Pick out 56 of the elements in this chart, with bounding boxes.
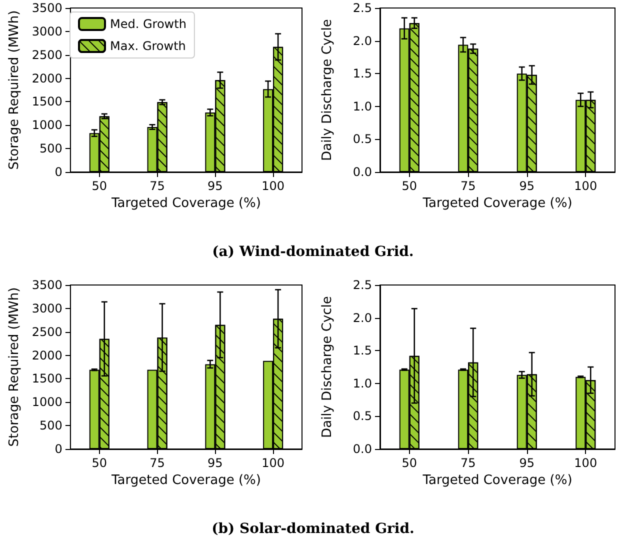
y-tick-label: 1.0	[352, 99, 372, 114]
y-tick-label: 2000	[32, 348, 62, 362]
y-axis-title: Storage Required (MWh)	[7, 10, 22, 170]
x-tick-label: 100	[262, 456, 285, 470]
y-tick-label: 1.0	[352, 376, 372, 390]
x-tick-label: 75	[150, 456, 165, 470]
legend-label: Med. Growth	[110, 17, 186, 31]
x-tick-label: 100	[262, 179, 285, 193]
legend-label: Max. Growth	[110, 39, 186, 53]
y-tick-label: 1.5	[352, 66, 372, 81]
y-axis-title: Storage Required (MWh)	[7, 287, 22, 447]
x-axis-title: Targeted Coverage (%)	[110, 196, 261, 211]
y-tick-label: 3000	[32, 301, 62, 316]
text: (b) Solar-dominated Grid.	[210, 521, 416, 537]
y-tick-label: 1500	[32, 372, 62, 386]
y-tick-label: 1.5	[352, 344, 372, 358]
x-tick-label: 50	[92, 456, 108, 470]
text: (a) Wind-dominated Grid.	[211, 244, 415, 260]
x-tick-label: 75	[460, 179, 476, 193]
y-tick-label: 3500	[32, 1, 62, 15]
x-tick-label: 95	[519, 179, 535, 193]
y-tick-label: 2.5	[352, 278, 372, 292]
y-tick-label: 2.5	[352, 1, 372, 15]
y-tick-label: 3000	[32, 24, 62, 38]
y-tick-label: 500	[40, 142, 62, 156]
y-axis-title: Daily Discharge Cycle	[320, 19, 335, 161]
y-tick-label: 0.5	[352, 132, 372, 146]
x-tick-label: 95	[208, 456, 223, 470]
y-tick-label: 0	[54, 165, 62, 179]
y-tick-label: 2500	[32, 324, 62, 339]
x-axis-title: Targeted Coverage (%)	[422, 472, 572, 488]
y-tick-label: 0	[54, 442, 62, 456]
y-tick-label: 2500	[32, 48, 62, 62]
x-tick-label: 100	[574, 456, 598, 470]
y-tick-label: 1500	[32, 94, 62, 109]
x-axis-title: Targeted Coverage (%)	[110, 472, 261, 488]
x-tick-label: 75	[150, 179, 165, 193]
y-tick-label: 3500	[32, 278, 62, 292]
x-tick-label: 50	[402, 456, 418, 470]
y-tick-label: 2.0	[352, 310, 372, 325]
y-tick-label: 2.0	[352, 34, 372, 48]
x-tick-label: 95	[519, 456, 535, 470]
y-tick-label: 1000	[32, 395, 62, 410]
x-tick-label: 75	[460, 456, 476, 470]
x-tick-label: 50	[92, 179, 108, 193]
y-axis-title: Daily Discharge Cycle	[320, 296, 335, 438]
y-tick-label: 1000	[32, 118, 62, 132]
y-tick-label: 500	[40, 418, 62, 433]
y-tick-label: 0.0	[352, 442, 372, 456]
x-tick-label: 100	[574, 179, 598, 193]
x-axis-title: Targeted Coverage (%)	[422, 196, 572, 211]
x-tick-label: 95	[208, 179, 223, 193]
x-tick-label: 50	[402, 179, 418, 193]
y-tick-label: 0.5	[352, 409, 372, 424]
y-tick-label: 0.0	[352, 165, 372, 179]
y-tick-label: 2000	[32, 71, 62, 86]
